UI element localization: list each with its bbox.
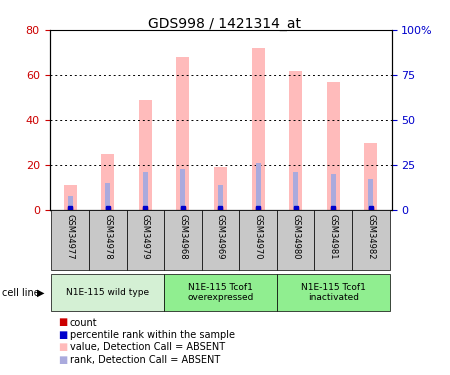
Bar — [256, 163, 261, 210]
Text: ■: ■ — [58, 355, 68, 364]
Bar — [63, 185, 77, 210]
Bar — [105, 183, 110, 210]
Text: GSM34982: GSM34982 — [366, 214, 375, 260]
Bar — [164, 210, 202, 270]
Text: GSM34979: GSM34979 — [141, 214, 150, 260]
Text: rank, Detection Call = ABSENT: rank, Detection Call = ABSENT — [70, 355, 220, 364]
Text: GSM34978: GSM34978 — [103, 214, 112, 260]
Bar — [369, 179, 373, 210]
Bar — [277, 274, 390, 311]
Bar — [139, 100, 152, 210]
Bar — [364, 142, 378, 210]
Text: cell line: cell line — [2, 288, 40, 298]
Bar — [277, 210, 315, 270]
Text: value, Detection Call = ABSENT: value, Detection Call = ABSENT — [70, 342, 225, 352]
Bar — [126, 210, 164, 270]
Text: count: count — [70, 318, 97, 327]
Bar — [218, 185, 223, 210]
Text: GSM34977: GSM34977 — [66, 214, 75, 260]
Text: GSM34980: GSM34980 — [291, 214, 300, 260]
Bar — [315, 210, 352, 270]
Text: N1E-115 Tcof1
inactivated: N1E-115 Tcof1 inactivated — [301, 283, 366, 302]
Bar — [143, 172, 148, 210]
Bar — [293, 172, 298, 210]
Bar — [214, 167, 227, 210]
Text: GDS998 / 1421314_at: GDS998 / 1421314_at — [148, 17, 302, 31]
Bar — [68, 196, 72, 210]
Text: GSM34969: GSM34969 — [216, 214, 225, 260]
Text: GSM34968: GSM34968 — [178, 214, 187, 260]
Bar — [101, 154, 114, 210]
Bar — [239, 210, 277, 270]
Bar — [180, 169, 185, 210]
Bar — [252, 48, 265, 210]
Text: N1E-115 Tcof1
overexpressed: N1E-115 Tcof1 overexpressed — [187, 283, 254, 302]
Text: percentile rank within the sample: percentile rank within the sample — [70, 330, 235, 340]
Text: ▶: ▶ — [36, 288, 44, 298]
Text: ■: ■ — [58, 318, 68, 327]
Bar — [327, 82, 340, 210]
Text: ■: ■ — [58, 342, 68, 352]
Bar — [51, 210, 89, 270]
Bar — [176, 57, 189, 210]
Text: GSM34970: GSM34970 — [254, 214, 263, 260]
Text: GSM34981: GSM34981 — [329, 214, 338, 260]
Bar — [289, 70, 302, 210]
Bar — [352, 210, 390, 270]
Bar — [89, 210, 126, 270]
Text: N1E-115 wild type: N1E-115 wild type — [66, 288, 149, 297]
Bar — [331, 174, 336, 210]
Text: ■: ■ — [58, 330, 68, 340]
Bar — [202, 210, 239, 270]
Bar — [164, 274, 277, 311]
Bar — [51, 274, 164, 311]
